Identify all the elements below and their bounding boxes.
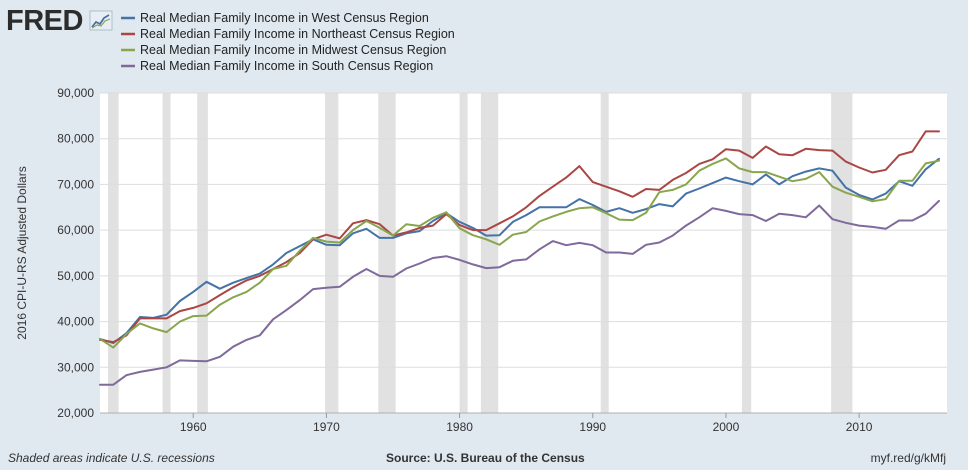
x-tick-label: 1960 xyxy=(180,420,207,434)
x-axis: 1960 1970 1980 1990 2000 2010 xyxy=(100,412,947,434)
y-tick-label: 80,000 xyxy=(57,132,94,146)
series-line-2[interactable] xyxy=(99,157,940,349)
legend-label[interactable]: Real Median Family Income in West Census… xyxy=(140,11,429,25)
recession-band xyxy=(197,93,208,413)
x-tick-label: 1980 xyxy=(446,420,473,434)
recession-band xyxy=(325,93,339,413)
short-url[interactable]: myf.red/g/kMfj xyxy=(871,451,946,465)
recession-note: Shaded areas indicate U.S. recessions xyxy=(8,451,215,465)
legend: Real Median Family Income in West Census… xyxy=(121,11,455,73)
y-tick-label: 20,000 xyxy=(57,406,94,420)
series-line-3[interactable] xyxy=(99,199,940,386)
x-tick-label: 2000 xyxy=(713,420,740,434)
series-line-1[interactable] xyxy=(99,130,940,344)
y-axis-title: 2016 CPI-U-RS Adjusted Dollars xyxy=(15,166,29,339)
recession-band xyxy=(459,93,468,413)
y-tick-label: 60,000 xyxy=(57,223,94,237)
fred-logo[interactable]: FRED xyxy=(6,5,113,37)
legend-label[interactable]: Real Median Family Income in South Censu… xyxy=(140,59,433,73)
x-tick-label: 1990 xyxy=(579,420,606,434)
y-tick-label: 40,000 xyxy=(57,315,94,329)
x-tick-label: 2010 xyxy=(846,420,873,434)
legend-label[interactable]: Real Median Family Income in Midwest Cen… xyxy=(140,43,446,57)
logo-text: FRED xyxy=(6,5,83,37)
recession-band xyxy=(162,93,171,413)
recession-shading xyxy=(107,93,853,413)
y-tick-label: 90,000 xyxy=(57,86,94,100)
x-tick-label: 1970 xyxy=(313,420,340,434)
y-tick-label: 50,000 xyxy=(57,269,94,283)
recession-band xyxy=(831,93,853,413)
y-axis: 20,000 30,000 40,000 50,000 60,000 70,000 80,0… xyxy=(57,86,94,420)
plot-area xyxy=(100,93,947,413)
y-tick-label: 30,000 xyxy=(57,360,94,374)
recession-band xyxy=(741,93,752,413)
recession-band xyxy=(480,93,499,413)
source-text: Source: U.S. Bureau of the Census xyxy=(386,451,585,465)
recession-band xyxy=(378,93,396,413)
recession-band xyxy=(107,93,119,413)
series-lines xyxy=(99,130,940,386)
trend-line-icon xyxy=(89,10,113,31)
legend-label[interactable]: Real Median Family Income in Northeast C… xyxy=(140,27,455,41)
recession-band xyxy=(600,93,609,413)
y-tick-label: 70,000 xyxy=(57,177,94,191)
series-line-0[interactable] xyxy=(99,157,940,345)
